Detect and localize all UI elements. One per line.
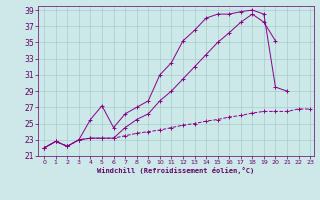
X-axis label: Windchill (Refroidissement éolien,°C): Windchill (Refroidissement éolien,°C) xyxy=(97,167,255,174)
